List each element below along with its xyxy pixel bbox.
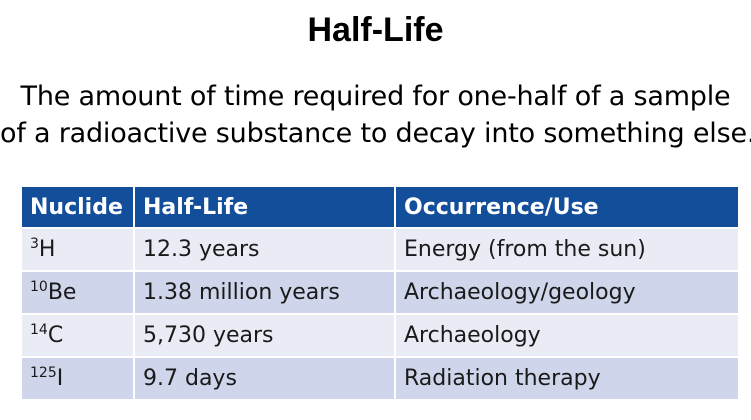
header-half-life: Half-Life xyxy=(133,187,395,228)
definition-text: The amount of time required for one-half… xyxy=(0,78,751,152)
nuclide-cell: 10Be xyxy=(22,270,134,314)
element-symbol: I xyxy=(56,366,64,391)
half-life-cell: 9.7 days xyxy=(133,356,395,399)
half-life-cell: 5,730 years xyxy=(133,313,395,357)
definition-line-1: The amount of time required for one-half… xyxy=(20,81,731,112)
mass-number: 10 xyxy=(30,279,48,295)
element-symbol: C xyxy=(47,323,64,348)
use-cell: Archaeology xyxy=(394,313,738,357)
use-cell: Archaeology/geology xyxy=(394,270,738,314)
half-life-cell: 1.38 million years xyxy=(133,270,395,314)
table-row: 14C 5,730 years Archaeology xyxy=(22,313,738,357)
use-cell: Energy (from the sun) xyxy=(394,227,738,271)
use-cell: Radiation therapy xyxy=(394,356,738,399)
header-nuclide: Nuclide xyxy=(22,187,134,228)
table-row: 125I 9.7 days Radiation therapy xyxy=(22,356,738,399)
header-occurrence-use: Occurrence/Use xyxy=(394,187,738,228)
mass-number: 14 xyxy=(30,322,48,338)
slide-title: Half-Life xyxy=(307,11,444,49)
mass-number: 125 xyxy=(30,365,57,381)
definition-line-2: of a radioactive substance to decay into… xyxy=(0,118,751,149)
nuclide-cell: 125I xyxy=(22,356,134,399)
table-row: 10Be 1.38 million years Archaeology/geol… xyxy=(22,270,738,314)
table-header-row: Nuclide Half-Life Occurrence/Use xyxy=(22,187,738,228)
element-symbol: H xyxy=(38,237,56,262)
element-symbol: Be xyxy=(47,280,77,305)
half-life-cell: 12.3 years xyxy=(133,227,395,271)
nuclide-cell: 14C xyxy=(22,313,134,357)
mass-number: 3 xyxy=(30,236,39,252)
half-life-table: Nuclide Half-Life Occurrence/Use 3H 12.3… xyxy=(22,187,738,399)
table-row: 3H 12.3 years Energy (from the sun) xyxy=(22,227,738,271)
nuclide-cell: 3H xyxy=(22,227,134,271)
